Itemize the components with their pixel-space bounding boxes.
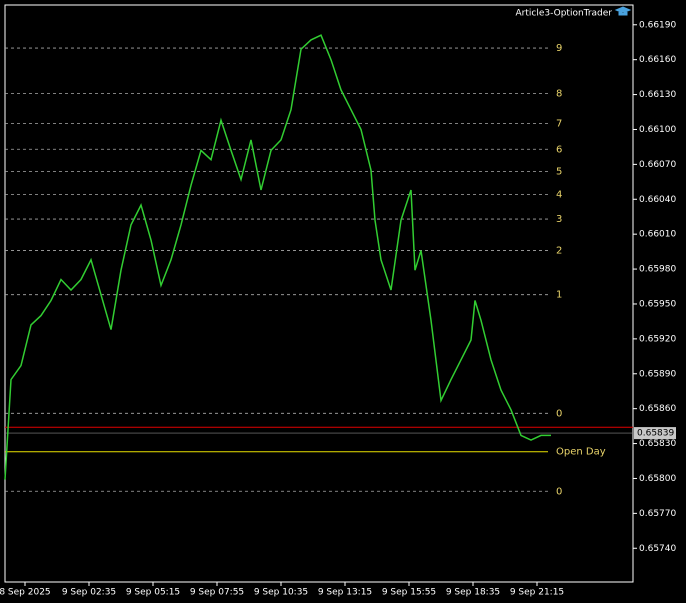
y-tick-label: 0.65770 [639,509,676,519]
fib-level-label: 0 [556,486,562,497]
open-day-label: Open Day [556,447,606,458]
y-tick-label: 0.65800 [639,474,676,484]
y-tick-label: 0.66040 [639,195,676,205]
y-tick-label: 0.66070 [639,160,676,170]
y-tick-label: 0.65920 [639,334,676,344]
y-tick-label: 0.66160 [639,55,676,65]
x-tick-label: 9 Sep 05:15 [126,588,180,598]
price-series [4,34,551,480]
fib-level-label: 3 [556,214,562,225]
fib-level-label: 8 [556,88,562,99]
y-tick-label: 0.66010 [639,230,676,240]
x-tick-label: 9 Sep 21:15 [510,588,564,598]
fib-level-label: 9 [556,43,562,54]
y-tick-label: 0.66100 [639,125,676,135]
x-tick-label: 9 Sep 18:35 [446,588,500,598]
chart-title: Article3-OptionTrader [516,9,613,19]
fib-level-label: 1 [556,290,562,301]
x-tick-label: 9 Sep 07:55 [190,588,244,598]
y-tick-label: 0.65950 [639,299,676,309]
y-tick-label: 0.65890 [639,369,676,379]
y-tick-label: 0.65980 [639,265,676,275]
y-tick-label: 0.66130 [639,90,676,100]
x-tick-label: 9 Sep 02:35 [62,588,116,598]
fib-level-label: 6 [556,144,562,155]
hat-icon [614,6,632,16]
price-label: 0.65839 [637,429,674,439]
y-tick-label: 0.66190 [639,20,676,30]
fib-level-label: 2 [556,245,562,256]
y-tick-label: 0.65740 [639,544,676,554]
x-tick-label: 9 Sep 10:35 [254,588,308,598]
x-tick-label: 9 Sep 15:55 [382,588,436,598]
fib-level-label: 5 [556,166,562,177]
x-tick-label: 9 Sep 13:15 [318,588,372,598]
fib-level-label: 0 [556,408,562,419]
fib-level-label: 7 [556,119,562,130]
x-tick-label: 8 Sep 2025 [0,588,51,598]
plot-frame [4,4,634,583]
price-box [634,427,676,440]
y-tick-label: 0.65860 [639,404,676,414]
fib-level-label: 4 [556,190,562,201]
y-tick-label: 0.65830 [639,439,676,449]
